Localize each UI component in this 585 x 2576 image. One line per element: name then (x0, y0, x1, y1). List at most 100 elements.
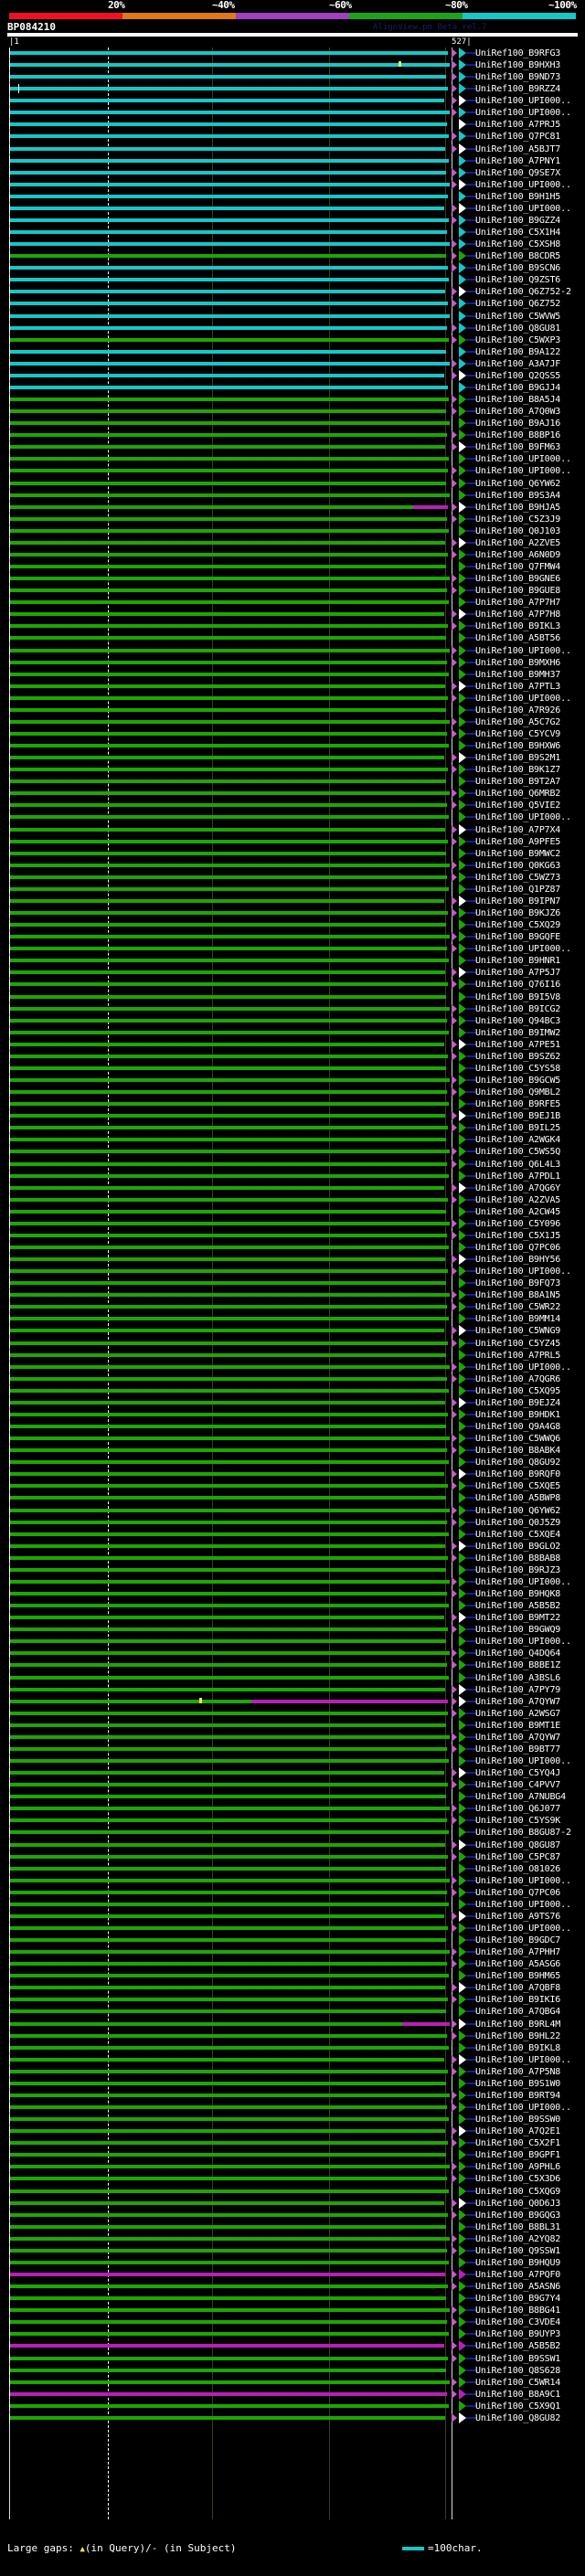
subject-label[interactable]: UniRef100_C5XQE4 (475, 1530, 561, 1540)
subject-label[interactable]: UniRef100_A2WSG7 (475, 1709, 561, 1719)
hsp-bar[interactable] (9, 588, 447, 592)
alignment-row[interactable]: UniRef100_Q5VIE2 (0, 800, 585, 811)
alignment-row[interactable]: UniRef100_Q6L4L3 (0, 1159, 585, 1171)
hsp-bar[interactable] (9, 1293, 450, 1297)
hsp-bar[interactable] (9, 1425, 446, 1428)
alignment-row[interactable]: UniRef100_Q6MRB2 (0, 788, 585, 800)
hsp-bar[interactable] (9, 1843, 445, 1847)
subject-label[interactable]: UniRef100_A7PTL3 (475, 682, 561, 692)
hsp-bar[interactable] (9, 2153, 446, 2157)
alignment-row[interactable]: UniRef100_Q9A4G8 (0, 1421, 585, 1433)
subject-label[interactable]: UniRef100_A7QBG4 (475, 2007, 561, 2017)
alignment-row[interactable]: UniRef100_A7PE51 (0, 1039, 585, 1051)
hsp-bar[interactable] (9, 529, 449, 533)
hsp-bar[interactable] (9, 1676, 449, 1680)
hsp-bar[interactable] (9, 350, 446, 354)
hsp-bar[interactable] (9, 1234, 447, 1237)
alignment-row[interactable]: UniRef100_B9HM65 (0, 1970, 585, 1982)
subject-label[interactable]: UniRef100_B9HNR1 (475, 956, 561, 966)
subject-label[interactable]: UniRef100_B9GCW5 (475, 1076, 561, 1086)
hsp-bar[interactable] (9, 1783, 448, 1786)
subject-label[interactable]: UniRef100_B9GNE6 (475, 574, 561, 584)
hsp-bar[interactable] (9, 1759, 449, 1763)
subject-label[interactable]: UniRef100_B8BG41 (475, 2306, 561, 2316)
hsp-bar[interactable] (9, 1329, 444, 1332)
subject-label[interactable]: UniRef100_B9MXH6 (475, 658, 561, 668)
subject-label[interactable]: UniRef100_B9RL4M (475, 2019, 561, 2030)
hsp-bar[interactable] (9, 1019, 447, 1023)
subject-label[interactable]: UniRef100_Q94BC3 (475, 1016, 561, 1026)
hsp-bar[interactable] (9, 2416, 445, 2420)
subject-label[interactable]: UniRef100_A5B5B2 (475, 2341, 561, 2351)
subject-label[interactable]: UniRef100_B9BT77 (475, 1744, 561, 1754)
hsp-bar[interactable] (9, 935, 450, 938)
subject-label[interactable]: UniRef100_A5BWP8 (475, 1493, 561, 1503)
hsp-bar[interactable] (9, 421, 450, 425)
alignment-row[interactable]: UniRef100_B9I5V8 (0, 991, 585, 1003)
subject-label[interactable]: UniRef100_B9A122 (475, 347, 561, 357)
hsp-bar[interactable] (9, 982, 448, 986)
alignment-row[interactable]: UniRef100_C3VDE4 (0, 2316, 585, 2328)
alignment-row[interactable]: UniRef100_A2ZVE5 (0, 537, 585, 549)
subject-label[interactable]: UniRef100_B8A1N5 (475, 1290, 561, 1300)
alignment-row[interactable]: UniRef100_B9ICG2 (0, 1003, 585, 1015)
alignment-row[interactable]: UniRef100_B9HNR1 (0, 955, 585, 967)
hsp-bar[interactable] (9, 314, 450, 318)
subject-label[interactable]: UniRef100_B9G7Y4 (475, 2294, 561, 2304)
subject-label[interactable]: UniRef100_UPI000.. (475, 812, 571, 822)
hsp-bar[interactable] (9, 134, 449, 138)
alignment-row[interactable]: UniRef100_Q6J077 (0, 1803, 585, 1815)
alignment-row[interactable]: UniRef100_Q8S628 (0, 2365, 585, 2377)
alignment-row[interactable]: UniRef100_A7PRL5 (0, 1350, 585, 1362)
alignment-row[interactable]: UniRef100_UPI000.. (0, 1899, 585, 1911)
hsp-bar[interactable] (9, 1903, 449, 1906)
alignment-row[interactable]: UniRef100_B8A9C1 (0, 2389, 585, 2401)
subject-label[interactable]: UniRef100_Q0D6J3 (475, 2199, 561, 2209)
subject-label[interactable]: UniRef100_B8BL31 (475, 2222, 561, 2232)
subject-label[interactable]: UniRef100_C5WXP3 (475, 335, 561, 345)
subject-label[interactable]: UniRef100_A7P7H7 (475, 598, 561, 608)
alignment-row[interactable]: UniRef100_B9MM14 (0, 1313, 585, 1325)
hsp-bar[interactable] (9, 1532, 449, 1536)
alignment-row[interactable]: UniRef100_A7P7H8 (0, 609, 585, 620)
hsp-bar[interactable] (9, 1723, 446, 1727)
hsp-bar[interactable] (9, 541, 445, 545)
hsp-bar[interactable] (9, 1663, 447, 1667)
subject-label[interactable]: UniRef100_C5X9Q1 (475, 2401, 561, 2412)
alignment-row[interactable]: UniRef100_A3BSL6 (0, 1672, 585, 1684)
subject-label[interactable]: UniRef100_A7PNY1 (475, 156, 561, 166)
alignment-row[interactable]: UniRef100_B9ND73 (0, 71, 585, 83)
hsp-bar-lowident[interactable] (402, 2022, 450, 2026)
alignment-row[interactable]: UniRef100_B8A5J4 (0, 394, 585, 406)
hsp-bar[interactable] (9, 326, 447, 330)
alignment-row[interactable]: UniRef100_A7PNY1 (0, 155, 585, 167)
alignment-row[interactable]: UniRef100_C5XQ95 (0, 1385, 585, 1397)
subject-label[interactable]: UniRef100_C5PC87 (475, 1852, 561, 1862)
hsp-bar[interactable] (9, 696, 448, 700)
subject-label[interactable]: UniRef100_A7PRJ5 (475, 120, 561, 130)
alignment-row[interactable]: UniRef100_A2YQ82 (0, 2233, 585, 2245)
subject-label[interactable]: UniRef100_B9S1W0 (475, 2079, 561, 2089)
hsp-bar[interactable] (9, 2392, 447, 2396)
subject-label[interactable]: UniRef100_C4PVV7 (475, 1780, 561, 1790)
alignment-row[interactable]: UniRef100_A2ZVA5 (0, 1194, 585, 1206)
hsp-bar[interactable] (9, 2129, 445, 2133)
hsp-bar[interactable] (9, 1448, 447, 1452)
hsp-bar[interactable] (9, 1818, 447, 1822)
hsp-bar[interactable] (9, 1353, 446, 1357)
subject-label[interactable]: UniRef100_A7QBF8 (475, 1983, 561, 1993)
hsp-bar[interactable] (9, 1521, 447, 1524)
hsp-bar[interactable] (9, 1855, 448, 1859)
alignment-row[interactable]: UniRef100_B9UYP3 (0, 2328, 585, 2340)
subject-label[interactable]: UniRef100_A7PHH7 (475, 1947, 561, 1957)
hsp-bar[interactable] (9, 2344, 444, 2348)
alignment-row[interactable]: UniRef100_A5B5B2 (0, 2340, 585, 2352)
subject-label[interactable]: UniRef100_Q6L4L3 (475, 1160, 561, 1170)
hsp-bar[interactable] (9, 2249, 447, 2253)
subject-label[interactable]: UniRef100_Q7PC81 (475, 132, 561, 142)
subject-label[interactable]: UniRef100_C5YZ45 (475, 1339, 561, 1349)
subject-label[interactable]: UniRef100_UPI000.. (475, 2103, 571, 2113)
hsp-bar[interactable] (9, 1341, 448, 1345)
hsp-bar[interactable] (9, 482, 446, 485)
subject-label[interactable]: UniRef100_B9T2A7 (475, 777, 561, 787)
